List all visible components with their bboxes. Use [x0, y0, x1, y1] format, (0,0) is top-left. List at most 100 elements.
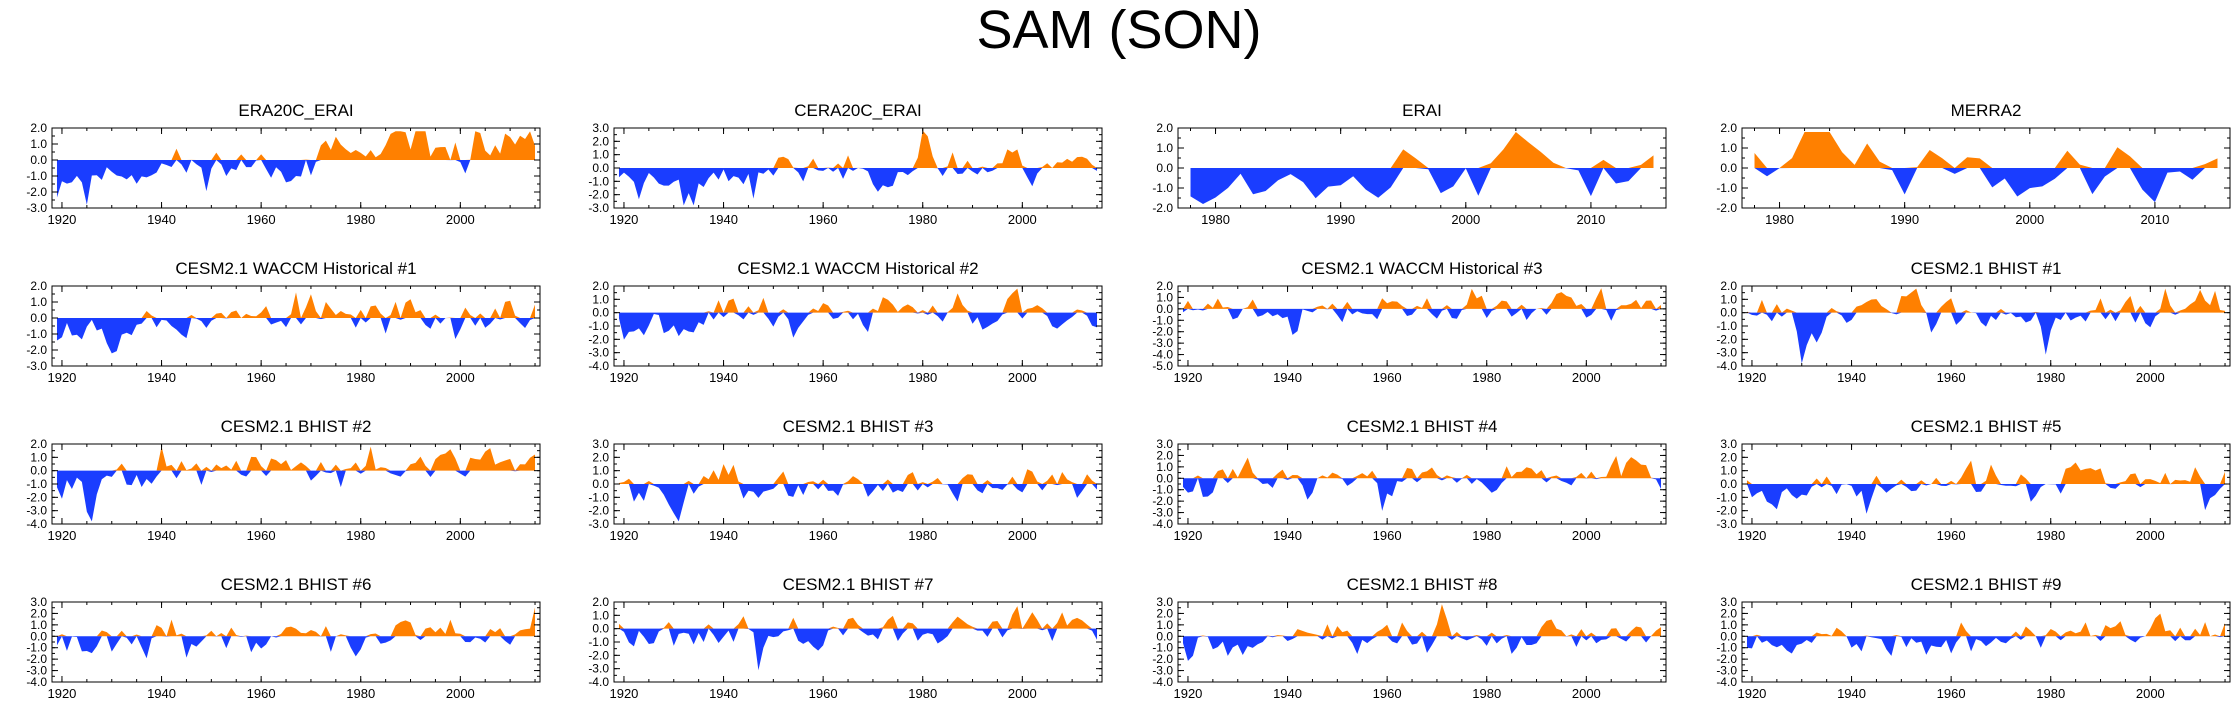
x-tick-label: 1980 — [346, 528, 375, 543]
panel-title: CESM2.1 BHIST #4 — [1347, 417, 1498, 436]
positive-anomaly-area — [1190, 132, 1654, 168]
y-tick-label: 0.0 — [592, 161, 609, 175]
y-tick-label: 3.0 — [592, 121, 609, 135]
x-tick-label: 1960 — [1373, 686, 1402, 701]
x-tick-label: 1980 — [2036, 370, 2065, 385]
y-tick-label: -1.0 — [1716, 641, 1737, 655]
negative-anomaly-area — [1182, 636, 1662, 661]
y-tick-label: -3.0 — [26, 504, 47, 518]
panel-title: CESM2.1 BHIST #2 — [221, 417, 372, 436]
y-tick-label: 3.0 — [1720, 437, 1737, 451]
positive-anomaly-area — [56, 446, 536, 471]
panel-title: CESM2.1 BHIST #6 — [221, 575, 372, 594]
x-tick-label: 2000 — [1572, 370, 1601, 385]
y-tick-label: 1.0 — [1156, 141, 1173, 155]
y-tick-label: -1.0 — [1716, 319, 1737, 333]
y-tick-label: 0.0 — [1720, 629, 1737, 643]
x-tick-label: 1940 — [147, 686, 176, 701]
x-tick-label: 2000 — [2136, 686, 2165, 701]
y-tick-label: -1.0 — [1152, 483, 1173, 497]
x-tick-label: 1960 — [247, 370, 276, 385]
y-tick-label: -3.0 — [26, 664, 47, 678]
y-tick-label: 2.0 — [1720, 121, 1737, 135]
x-tick-label: 1920 — [47, 370, 76, 385]
x-tick-label: 1940 — [1273, 528, 1302, 543]
x-tick-label: 1980 — [346, 212, 375, 227]
x-tick-label: 1920 — [609, 370, 638, 385]
x-tick-label: 1980 — [346, 686, 375, 701]
y-tick-label: -3.0 — [1152, 664, 1173, 678]
y-tick-label: 2.0 — [30, 279, 47, 293]
negative-anomaly-area — [1746, 484, 2226, 514]
y-tick-label: -3.0 — [1716, 664, 1737, 678]
plot-frame — [51, 443, 541, 525]
y-tick-label: 2.0 — [592, 279, 609, 293]
y-tick-label: -4.0 — [588, 359, 609, 373]
y-tick-label: -3.0 — [1716, 346, 1737, 360]
x-tick-label: 1960 — [1373, 528, 1402, 543]
y-tick-label: 0.0 — [1720, 477, 1737, 491]
x-tick-label: 1980 — [908, 686, 937, 701]
y-tick-label: -2.0 — [588, 188, 609, 202]
negative-anomaly-area — [1190, 168, 1654, 204]
x-tick-label: 1980 — [2036, 528, 2065, 543]
y-tick-label: 1.0 — [30, 450, 47, 464]
positive-anomaly-area — [1754, 132, 2218, 168]
y-tick-label: 0.0 — [592, 477, 609, 491]
x-tick-label: 1940 — [147, 370, 176, 385]
y-tick-label: -1.0 — [1152, 181, 1173, 195]
x-tick-label: 1920 — [609, 528, 638, 543]
y-tick-label: 3.0 — [1720, 595, 1737, 609]
x-tick-label: 1980 — [1472, 528, 1501, 543]
positive-anomaly-area — [1182, 288, 1662, 309]
plot-frame — [613, 601, 1103, 683]
x-tick-label: 1990 — [1326, 212, 1355, 227]
y-tick-label: 1.0 — [592, 292, 609, 306]
x-tick-label: 2010 — [2140, 212, 2169, 227]
x-tick-label: 1940 — [1273, 370, 1302, 385]
y-tick-label: -3.0 — [1152, 336, 1173, 350]
x-tick-label: 1940 — [147, 212, 176, 227]
x-tick-label: 1980 — [1472, 370, 1501, 385]
y-tick-label: 0.0 — [592, 622, 609, 636]
x-tick-label: 2000 — [1008, 212, 1037, 227]
x-tick-label: 1960 — [247, 686, 276, 701]
positive-anomaly-area — [618, 606, 1098, 629]
y-tick-label: -2.0 — [26, 185, 47, 199]
y-tick-label: -2.0 — [1152, 201, 1173, 215]
positive-anomaly-area — [1746, 460, 2226, 484]
x-tick-label: 1980 — [1201, 212, 1230, 227]
y-tick-label: -4.0 — [1152, 348, 1173, 362]
y-tick-label: 1.0 — [592, 464, 609, 478]
y-tick-label: 2.0 — [592, 450, 609, 464]
y-tick-label: -1.0 — [588, 319, 609, 333]
y-tick-label: 2.0 — [1156, 121, 1173, 135]
positive-anomaly-area — [56, 292, 536, 318]
panel-title: CESM2.1 BHIST #1 — [1911, 259, 2062, 278]
x-tick-label: 1980 — [2036, 686, 2065, 701]
x-tick-label: 1990 — [1890, 212, 1919, 227]
y-tick-label: -2.0 — [1152, 325, 1173, 339]
y-tick-label: -1.0 — [26, 169, 47, 183]
positive-anomaly-area — [618, 464, 1098, 484]
y-tick-label: -4.0 — [1152, 517, 1173, 531]
y-tick-label: -2.0 — [26, 652, 47, 666]
panel-title: ERA20C_ERAI — [238, 101, 353, 120]
y-tick-label: 1.0 — [1720, 292, 1737, 306]
y-tick-label: -3.0 — [1152, 506, 1173, 520]
plot-frame — [1177, 285, 1667, 367]
negative-anomaly-area — [1746, 312, 2226, 364]
x-tick-label: 1940 — [709, 370, 738, 385]
panel-title: CESM2.1 BHIST #9 — [1911, 575, 2062, 594]
x-tick-label: 1960 — [809, 686, 838, 701]
panel-title: CESM2.1 BHIST #8 — [1347, 575, 1498, 594]
x-tick-label: 1980 — [1472, 686, 1501, 701]
negative-anomaly-area — [1746, 636, 2226, 656]
y-tick-label: -3.0 — [588, 201, 609, 215]
x-tick-label: 1920 — [1173, 370, 1202, 385]
negative-anomaly-area — [618, 484, 1098, 522]
y-tick-label: 2.0 — [1156, 448, 1173, 462]
y-tick-label: 3.0 — [1156, 595, 1173, 609]
x-tick-label: 1940 — [709, 686, 738, 701]
